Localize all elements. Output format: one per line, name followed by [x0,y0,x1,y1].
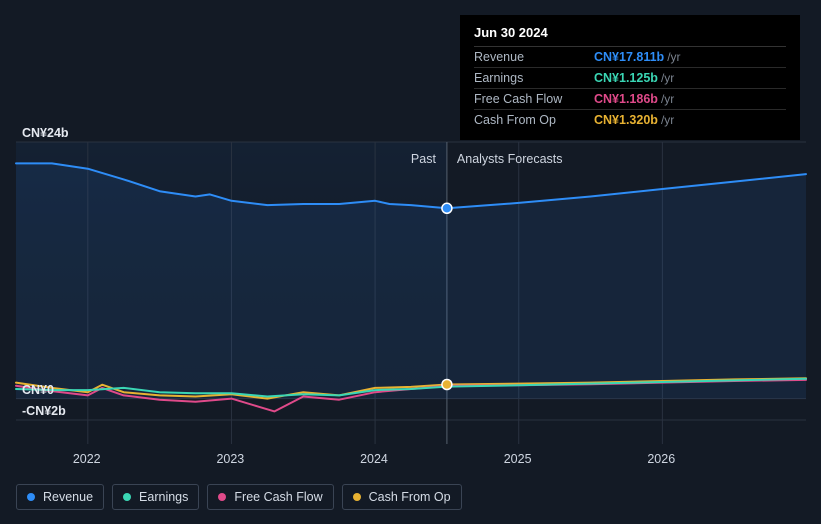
legend-dot-icon [218,493,226,501]
tooltip-suffix: /yr [661,113,674,127]
x-axis-label: 2026 [647,452,675,466]
y-axis-label: CN¥24b [22,126,69,140]
y-axis-label: CN¥0 [22,383,54,397]
x-axis-label: 2025 [504,452,532,466]
forecast-period-label: Analysts Forecasts [457,152,563,166]
legend-item-revenue[interactable]: Revenue [16,484,104,510]
chart-legend: Revenue Earnings Free Cash Flow Cash Fro… [16,484,462,510]
legend-label: Revenue [43,490,93,504]
chart-tooltip: Jun 30 2024 Revenue CN¥17.811b /yr Earni… [460,15,800,140]
tooltip-row-cfo: Cash From Op CN¥1.320b /yr [474,110,786,130]
tooltip-label: Earnings [474,71,594,85]
x-axis-label: 2024 [360,452,388,466]
tooltip-suffix: /yr [661,71,674,85]
legend-item-earnings[interactable]: Earnings [112,484,199,510]
tooltip-value: CN¥1.186b [594,92,658,106]
tooltip-label: Revenue [474,50,594,64]
tooltip-value: CN¥1.125b [594,71,658,85]
tooltip-label: Cash From Op [474,113,594,127]
tooltip-value: CN¥17.811b [594,50,664,64]
tooltip-row-fcf: Free Cash Flow CN¥1.186b /yr [474,89,786,110]
legend-label: Cash From Op [369,490,451,504]
tooltip-suffix: /yr [661,92,674,106]
tooltip-value: CN¥1.320b [594,113,658,127]
tooltip-row-revenue: Revenue CN¥17.811b /yr [474,47,786,68]
tooltip-label: Free Cash Flow [474,92,594,106]
tooltip-suffix: /yr [667,50,680,64]
x-axis-label: 2023 [216,452,244,466]
legend-label: Free Cash Flow [234,490,322,504]
tooltip-title: Jun 30 2024 [474,25,786,47]
tooltip-row-earnings: Earnings CN¥1.125b /yr [474,68,786,89]
y-axis-label: -CN¥2b [22,404,66,418]
legend-dot-icon [123,493,131,501]
legend-item-fcf[interactable]: Free Cash Flow [207,484,333,510]
x-axis-label: 2022 [73,452,101,466]
past-period-label: Past [411,152,436,166]
legend-dot-icon [27,493,35,501]
legend-dot-icon [353,493,361,501]
legend-label: Earnings [139,490,188,504]
legend-item-cfo[interactable]: Cash From Op [342,484,462,510]
